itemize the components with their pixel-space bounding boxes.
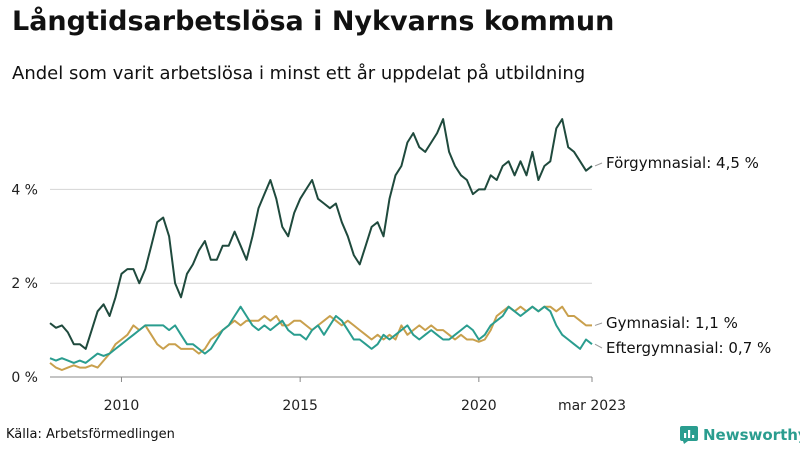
end-label-connector bbox=[594, 343, 603, 349]
series-line-gymnasial bbox=[49, 305, 592, 371]
line-chart: 0 % 2 % 4 % 2010 2015 2020 mar 2023 Förgymnasi… bbox=[11, 118, 771, 414]
series-line-förgymnasial bbox=[49, 118, 593, 350]
x-tick-label: 2010 bbox=[104, 398, 140, 414]
brand-name: Newsworthy bbox=[703, 426, 800, 444]
x-tick-label: 2020 bbox=[461, 398, 497, 414]
end-label-eftergymnasial: Eftergymnasial: 0,7 % bbox=[606, 339, 771, 357]
x-tick-label: mar 2023 bbox=[558, 398, 626, 414]
series-lines bbox=[49, 118, 593, 371]
y-tick-label: 0 % bbox=[11, 370, 38, 386]
brand-logo: Newsworthy bbox=[680, 426, 800, 444]
end-labels: Förgymnasial: 4,5 % Gymnasial: 1,1 % Efter… bbox=[594, 154, 771, 357]
y-tick-label: 4 % bbox=[11, 182, 38, 198]
series-line-eftergymnasial bbox=[49, 305, 593, 364]
newsworthy-logo-icon bbox=[680, 426, 698, 444]
x-tick-label: 2015 bbox=[282, 398, 318, 414]
chart-subtitle: Andel som varit arbetslösa i minst ett å… bbox=[12, 63, 586, 84]
axes: 0 % 2 % 4 % 2010 2015 2020 mar 2023 bbox=[11, 182, 626, 414]
chart-title: Långtidsarbetslösa i Nykvarns kommun bbox=[12, 6, 615, 37]
y-tick-label: 2 % bbox=[11, 276, 38, 292]
end-label-förgymnasial: Förgymnasial: 4,5 % bbox=[606, 154, 759, 172]
source-note: Källa: Arbetsförmedlingen bbox=[6, 427, 175, 442]
end-label-gymnasial: Gymnasial: 1,1 % bbox=[606, 314, 738, 332]
gridlines bbox=[50, 188, 592, 378]
end-label-connector bbox=[594, 322, 603, 326]
end-label-connector bbox=[594, 162, 603, 167]
